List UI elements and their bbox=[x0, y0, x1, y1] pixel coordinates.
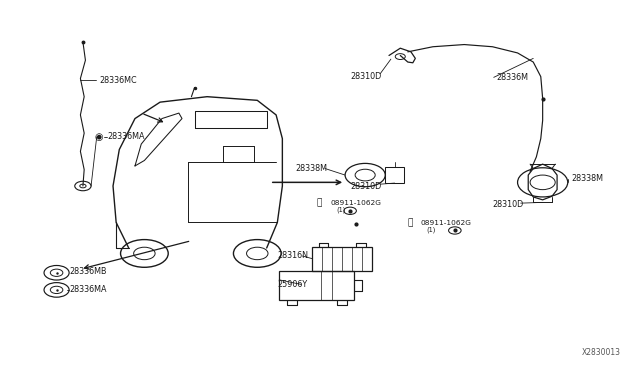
Text: (1): (1) bbox=[336, 206, 346, 213]
Text: 28336MA: 28336MA bbox=[69, 285, 107, 294]
Text: 28336MC: 28336MC bbox=[99, 76, 137, 85]
Text: 28310D: 28310D bbox=[493, 201, 524, 209]
Text: Ⓝ: Ⓝ bbox=[407, 219, 412, 228]
Text: Ⓝ: Ⓝ bbox=[317, 199, 322, 208]
Text: (1): (1) bbox=[427, 227, 436, 233]
Text: 28336MA: 28336MA bbox=[108, 132, 145, 141]
Text: 28338M: 28338M bbox=[295, 164, 327, 173]
Text: 28310D: 28310D bbox=[350, 182, 381, 190]
Text: ◉: ◉ bbox=[94, 132, 102, 142]
Text: 25906Y: 25906Y bbox=[277, 280, 307, 289]
Text: 28316N: 28316N bbox=[277, 251, 308, 260]
Text: 28336M: 28336M bbox=[497, 73, 529, 82]
Text: 28310D: 28310D bbox=[350, 72, 381, 81]
Text: 08911-1062G: 08911-1062G bbox=[420, 220, 471, 226]
Text: 28336MB: 28336MB bbox=[69, 267, 107, 276]
Text: X2830013: X2830013 bbox=[582, 348, 621, 357]
Text: 28338M: 28338M bbox=[571, 174, 603, 183]
Text: 08911-1062G: 08911-1062G bbox=[330, 200, 381, 206]
